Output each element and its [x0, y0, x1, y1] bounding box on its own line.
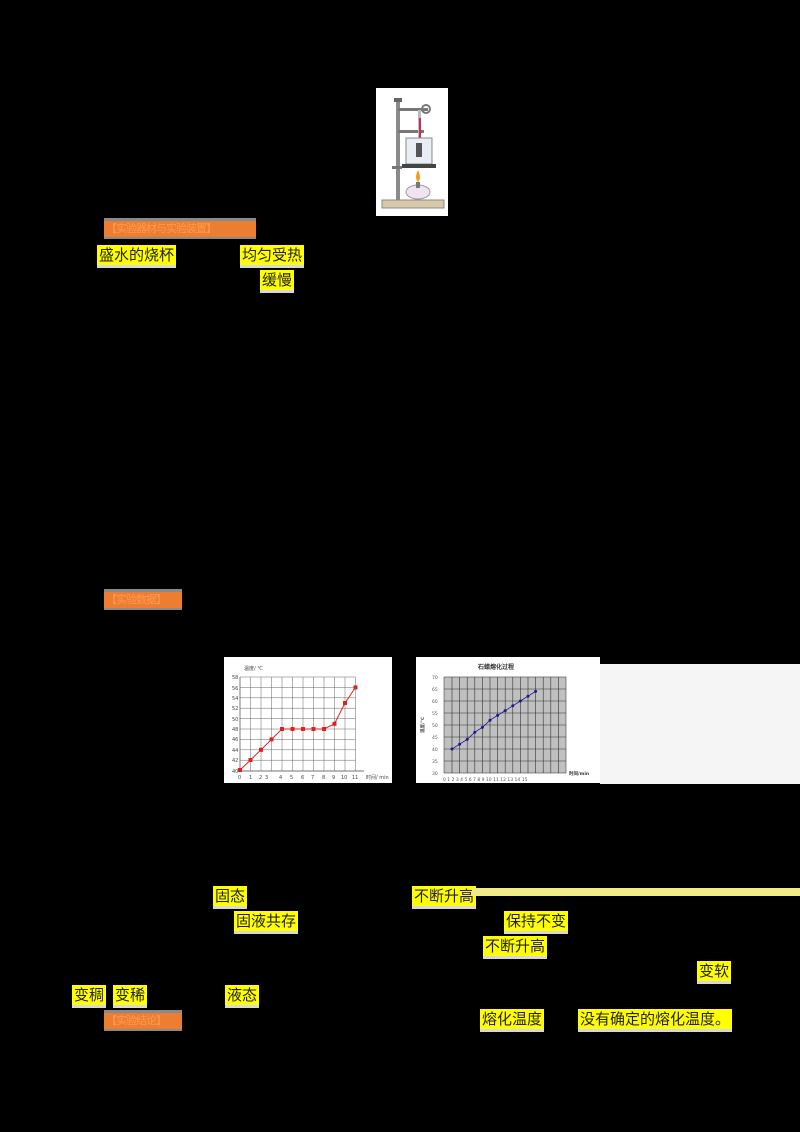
chart-crystal-melting: 温度/ ℃ 40 42 44 46 48 50 52 54 56 58 0 1 2 3 4 5 6 7…: [224, 657, 392, 783]
highlight-solid-liquid-coexist: 固液共存: [234, 911, 299, 931]
chart-paraffin-melting: 石蜡熔化过程 30 35 40 45 50 55 60 65 70 0: [416, 657, 600, 783]
highlight-liquid: 液态: [225, 985, 260, 1005]
svg-text:35: 35: [432, 759, 438, 765]
svg-text:时间/ min: 时间/ min: [366, 774, 389, 781]
svg-text:48: 48: [232, 727, 238, 733]
heading-data: 【实验数据】: [104, 589, 182, 608]
highlight-constant: 保持不变: [504, 911, 569, 931]
svg-text:7: 7: [311, 775, 314, 781]
svg-text:40: 40: [232, 769, 238, 775]
svg-text:42: 42: [232, 758, 238, 764]
svg-text:4: 4: [279, 775, 282, 781]
svg-text:6: 6: [301, 775, 304, 781]
highlight-slow: 缓慢: [260, 270, 295, 290]
svg-text:石蜡熔化过程: 石蜡熔化过程: [477, 663, 514, 671]
svg-text:50: 50: [432, 723, 438, 729]
svg-text:0 1 2 3 4 5 6 7 8 9 10 11 12 1: 0 1 2 3 4 5 6 7 8 9 10 11 12 13 14 15: [443, 777, 528, 783]
svg-text:2: 2: [259, 775, 262, 781]
svg-text:56: 56: [232, 686, 238, 692]
svg-text:30: 30: [432, 771, 438, 777]
line-chart: 温度/ ℃ 40 42 44 46 48 50 52 54 56 58 0 1 2 3 4 5 6 7…: [232, 665, 389, 781]
highlight-uniform-heat: 均匀受热: [240, 245, 305, 265]
svg-text:55: 55: [432, 711, 438, 717]
svg-text:60: 60: [432, 699, 438, 705]
highlight-band: [472, 888, 800, 896]
svg-text:70: 70: [432, 675, 438, 681]
highlight-melting-temperature: 熔化温度: [480, 1009, 545, 1029]
svg-text:3: 3: [265, 775, 268, 781]
highlight-solid: 固态: [213, 886, 248, 906]
svg-text:时间/min: 时间/min: [569, 770, 589, 777]
svg-text:9: 9: [332, 775, 335, 781]
svg-text:温度/ ℃: 温度/ ℃: [244, 665, 263, 672]
svg-text:46: 46: [232, 737, 238, 743]
highlight-rising-2: 不断升高: [483, 936, 548, 956]
highlight-no-melting-temperature: 没有确定的熔化温度。: [578, 1009, 733, 1029]
svg-text:58: 58: [232, 675, 238, 681]
lab-heating-apparatus-icon: [381, 98, 445, 209]
highlight-rising-1: 不断升高: [412, 886, 477, 906]
highlight-beaker: 盛水的烧杯: [97, 245, 177, 265]
heading-equipment: 【实验器材与实验装置】: [104, 218, 256, 237]
svg-text:40: 40: [432, 747, 438, 753]
svg-text:54: 54: [232, 696, 238, 702]
svg-text:10: 10: [341, 775, 347, 781]
svg-text:5: 5: [290, 775, 293, 781]
svg-text:0: 0: [238, 775, 241, 781]
svg-text:65: 65: [432, 687, 438, 693]
svg-text:温度/℃: 温度/℃: [419, 716, 426, 733]
svg-text:52: 52: [232, 706, 238, 712]
svg-text:50: 50: [232, 717, 238, 723]
svg-text:44: 44: [232, 748, 238, 754]
highlight-soften: 变软: [697, 961, 732, 981]
heading-conclusion: 【实验结论】: [104, 1010, 182, 1029]
lab-apparatus-figure: [376, 88, 448, 216]
svg-text:45: 45: [432, 735, 438, 741]
chart-caption-area: [600, 664, 800, 784]
highlight-thicken: 变稠: [72, 985, 107, 1005]
highlight-thin: 变稀: [113, 985, 148, 1005]
svg-text:1: 1: [249, 775, 252, 781]
svg-text:11: 11: [352, 775, 358, 781]
svg-text:8: 8: [322, 775, 325, 781]
